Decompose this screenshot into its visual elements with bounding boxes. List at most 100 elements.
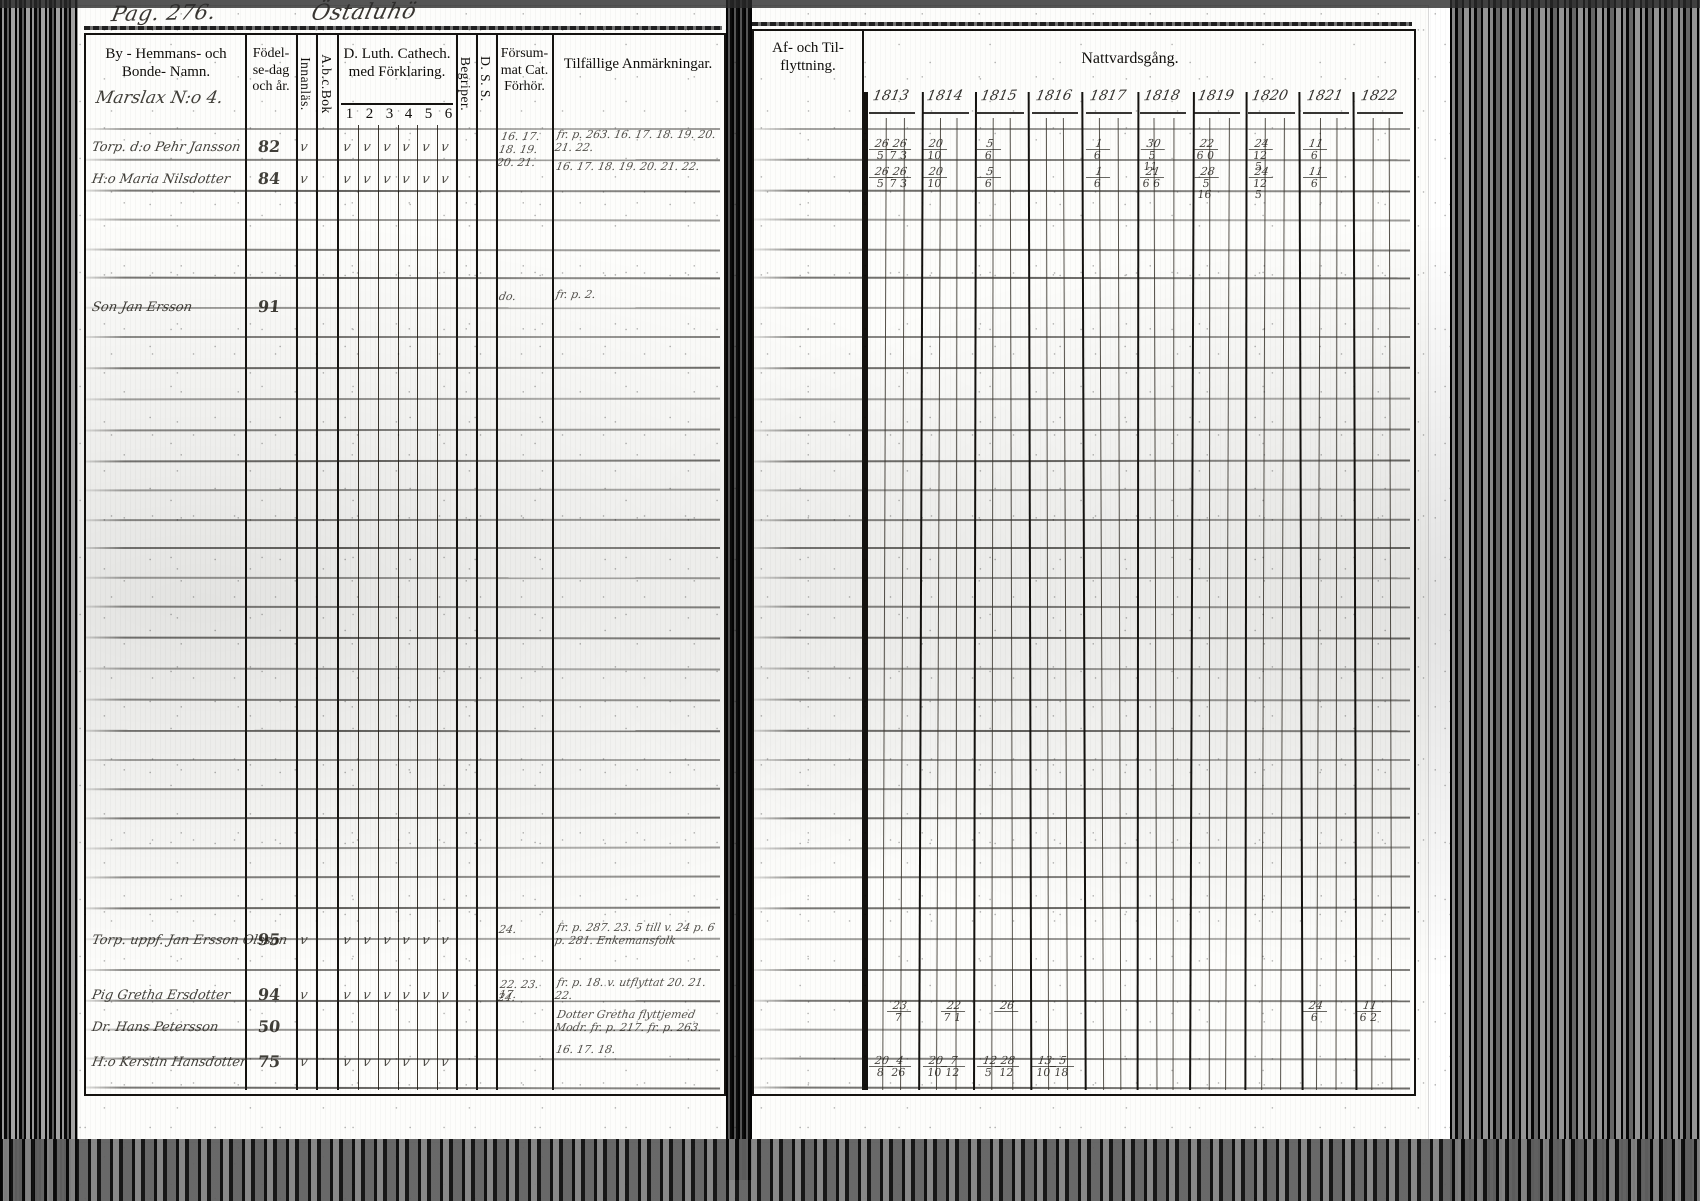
rule-birth-innanlas [296,35,298,1090]
left-page [60,6,740,1142]
entry-name-1: H:o Maria Nilsdotter [90,172,232,187]
ruled-line [85,846,721,850]
communion-entry: 11 6 [1300,137,1328,162]
header-abcbok: A.b.c.Bok [319,54,334,114]
year-label-underline [1194,112,1241,114]
year-group-divider-1813 [866,92,868,1090]
year-label-1814: 1814 [925,87,965,105]
left-table-frame [84,33,726,1096]
communion-entry: 20 10 [921,137,949,162]
pagination-label: Pag. 276. [109,0,219,27]
entry-name-6: H:o Kerstin Hansdotter [90,1055,248,1070]
ruled-line [753,969,1410,972]
header-nattvard: Nattvardsgång. [1081,50,1179,67]
rule-flyttning-nattvard [862,31,864,1090]
year-label-underline [1248,112,1295,114]
entry-anmarkningar-4: fr. p. 18. v. utflyttat 20. 21. 22. [553,976,708,1002]
communion-entry: 11 6 2 [1355,999,1382,1024]
entry-name-0: Torp. d:o Pehr Jansson [90,140,242,155]
year-label-1815: 1815 [979,87,1019,105]
header-begriper: Begriper. [458,56,473,112]
communion-entry: 24 6 [1300,999,1328,1024]
year-label-underline [1031,112,1078,114]
communion-entry: 5 18 [1048,1054,1075,1079]
communion-entry: 28 5 16 [1191,165,1221,201]
ruled-line [85,248,721,252]
right-page [748,6,1428,1142]
ruled-line [85,729,721,732]
entry-anmarkningar-1: 16. 17. 18. 19. 20. 21. 22. [554,160,701,173]
catech-subnum-6: 6 [444,106,453,122]
ruled-line [86,128,720,130]
year-label-1820: 1820 [1250,87,1290,105]
year-label-1816: 1816 [1033,87,1073,105]
entry-birth-2: 91 [257,297,282,316]
year-label-underline [977,112,1024,114]
communion-entry: 28 12 [993,1054,1021,1079]
catech-subnum-5: 5 [424,106,433,122]
rule-dss-forsummat [496,35,498,1090]
header-rule-right [752,22,1412,26]
communion-entry: 22 7 1 [939,999,967,1024]
place-heading: Östaluhö [308,0,420,26]
scan-edge-right [1450,0,1700,1201]
header-innanlas: Innanläs. [298,57,313,111]
communion-entry: 26 7 3 [885,137,912,162]
entry-name-2: Son Jan Ersson [90,300,194,315]
catech-subnum-3: 3 [385,106,394,122]
catech-subnum-rule [341,103,453,105]
ruled-line [753,729,1411,732]
rule-names-birth [245,35,247,1090]
header-names-sub: Marslax N:o 4. [94,88,225,108]
year-label-underline [1356,112,1403,114]
header-birth: Födel- se-dag och år. [252,46,290,95]
year-label-1818: 1818 [1142,87,1182,105]
entry-anmarkningar-2: fr. p. 2. [554,288,597,301]
header-anmarkningar: Tilfällige Anmärkningar. [563,56,713,72]
rule-begriper-dss [476,35,478,1090]
year-group-start-rule [864,92,866,1090]
year-label-1813: 1813 [871,87,911,105]
catech-subnum-2: 2 [365,106,374,122]
ruled-line [85,518,721,521]
communion-entry: 22 6 0 [1192,137,1220,162]
entry-birth-6: 75 [257,1052,282,1071]
ruled-line [753,846,1411,850]
header-catech: D. Luth. Cathech. med Förklaring. [343,46,451,80]
ruled-line [85,366,721,370]
entry-anmarkningar-0: fr. p. 263. 16. 17. 18. 19. 20. 21. 22. [553,128,717,154]
communion-entry: 26 7 3 [885,165,912,190]
ruled-line [85,576,721,579]
ruled-line [85,969,721,972]
header-dss: D. S. S. [478,56,493,102]
entry-name-4: Pig Gretha Ersdotter [90,988,232,1003]
communion-entry: 4 26 [885,1054,912,1079]
entry-name-5: Dr. Hans Petersson [90,1020,220,1035]
entry-birth-0: 82 [257,137,282,156]
year-label-underline [1302,112,1349,114]
ruled-line [85,459,721,463]
catech-subnum-1: 1 [345,106,354,122]
header-forsummat: Försum- mat Cat. Förhör. [500,46,549,95]
year-label-underline [1085,112,1132,114]
rule-abc-catech [337,35,339,1090]
entry-forsummat-0: 16. 17. 18. 19. 20. 21. [495,130,541,169]
scan-edge-bottom [0,1139,1700,1201]
ruled-line [85,189,721,192]
entry-anmarkningar-5: Dotter Gretha flyttjemed Modr. fr. p. 21… [553,1008,703,1034]
year-label-1821: 1821 [1304,87,1344,105]
communion-entry: 21 6 6 [1138,165,1165,190]
communion-entry: 11 6 [1300,165,1328,190]
entry-anmarkningar-6: 16. 17. 18. [554,1043,617,1056]
communion-entry: 26 [994,999,1021,1012]
header-names: By - Hemmans- och Bonde- Namn. [105,46,227,80]
entry-forsummat-3: 24. [497,923,518,936]
year-label-1817: 1817 [1088,87,1128,105]
year-label-1822: 1822 [1359,87,1399,105]
entry-birth-3: 95 [257,930,282,949]
year-label-underline [1140,112,1187,114]
